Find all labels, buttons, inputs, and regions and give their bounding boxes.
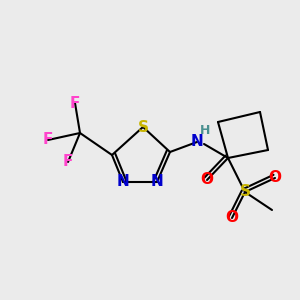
- Text: S: S: [239, 184, 250, 200]
- Text: N: N: [190, 134, 203, 149]
- Text: S: S: [137, 119, 148, 134]
- Text: O: O: [200, 172, 214, 188]
- Text: O: O: [226, 211, 238, 226]
- Text: F: F: [43, 133, 53, 148]
- Text: F: F: [70, 95, 80, 110]
- Text: H: H: [200, 124, 210, 136]
- Text: F: F: [63, 154, 73, 169]
- Text: N: N: [117, 175, 129, 190]
- Text: N: N: [151, 175, 164, 190]
- Text: O: O: [268, 170, 281, 185]
